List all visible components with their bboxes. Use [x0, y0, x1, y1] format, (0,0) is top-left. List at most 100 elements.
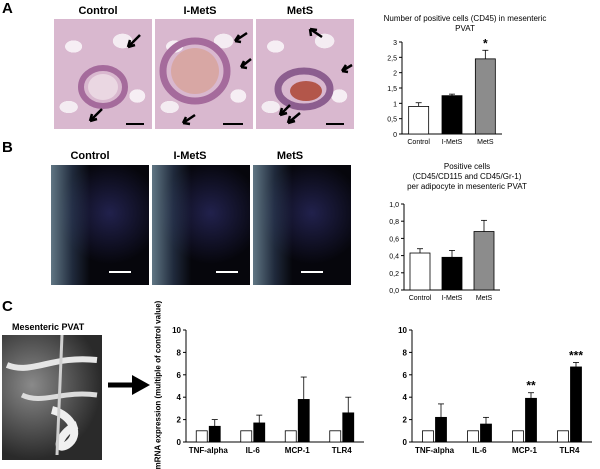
chart-c2-ytick-label: 0 [403, 438, 408, 447]
chart-c2-ytick-label: 8 [403, 348, 408, 357]
chart-c2-ytick-label: 6 [403, 371, 408, 380]
chart-b-ytick-label: 0,8 [389, 219, 399, 226]
chart-c1-category-label: MCP-1 [285, 446, 310, 455]
chart-c2-ytick-label: 2 [403, 416, 408, 425]
arrow-icon [181, 113, 196, 126]
chart-c1-ytick-label: 8 [177, 348, 182, 357]
chart-c2-significance: ** [526, 379, 536, 393]
histology-control-drawing [78, 34, 144, 125]
chart-c1-ytick-label: 2 [177, 416, 182, 425]
chart-c2-ytick-label: 4 [403, 393, 408, 402]
chart-c2-bar [435, 416, 447, 443]
chart-a-bar [408, 106, 430, 135]
chart-c1-bar [195, 430, 208, 443]
chart-a-ytick-label: 0 [393, 132, 397, 139]
chart-c1-bar [253, 422, 266, 443]
chart-b-ytick-label: 0,2 [389, 271, 399, 278]
panel-c-letter: C [2, 298, 13, 315]
chart-c1-ytick-label: 6 [177, 371, 182, 380]
panel-b-label-control: Control [70, 150, 110, 162]
chart-c1-bar [297, 399, 310, 443]
panel-a-label-mets: MetS [286, 5, 314, 17]
panel-b-letter: B [2, 139, 13, 156]
chart-a-category-label: MetS [477, 139, 494, 146]
scale-bar [301, 271, 323, 273]
arrow-icon [88, 108, 103, 123]
chart-b-title: Positive cells (CD45/CD115 and CD45/Gr-1… [362, 162, 572, 192]
chart-a-ytick-label: 1,5 [387, 86, 397, 93]
histology-image-mets [256, 19, 354, 129]
chart-a-ytick-label: 1 [393, 101, 397, 108]
chart-c2-bar [525, 397, 537, 443]
chart-c1-bar [329, 430, 342, 443]
chart-c2-significance: *** [569, 348, 583, 362]
histology-mets-drawing [274, 27, 353, 125]
chart-a-ytick-label: 2 [393, 71, 397, 78]
ylabel-text: mRNA expression (multiple of control val… [153, 300, 163, 469]
chart-c1-ytick-label: 10 [172, 326, 181, 335]
chart-c1-category-label: TLR4 [332, 446, 353, 455]
scale-bar [109, 271, 131, 273]
panel-b-label-mets: MetS [276, 150, 304, 162]
chart-c2-bar [480, 423, 492, 443]
chart-b-bar [441, 256, 463, 291]
panel-b-label-imets: I-MetS [173, 150, 207, 162]
chart-c1-category-label: TNF-alpha [189, 446, 229, 455]
scale-bar [216, 271, 238, 273]
chart-c1-bar [240, 430, 253, 443]
chart-a-title: Number of positive cells (CD45) in mesen… [383, 14, 547, 33]
fluorescence-image-imets [152, 165, 250, 285]
arrow-icon [286, 112, 301, 125]
arrowhead-icon [340, 63, 353, 74]
scale-bar [126, 123, 144, 125]
chart-b-title-line3: per adipocyte in mesenteric PVAT [407, 182, 527, 191]
chart-c1-bar [342, 412, 355, 443]
chart-c2-bar [467, 430, 479, 443]
arrow-icon [278, 104, 291, 117]
chart-c2-bar [557, 430, 569, 443]
chart-b-title-line1: Positive cells [443, 162, 491, 171]
chart-b-category-label: Control [409, 295, 432, 302]
chart-c1: 0 2 4 6 8 10 TNF-alpha IL-6 MCP-1 TLR4 [172, 326, 364, 455]
chart-b-ytick-label: 0,0 [389, 288, 399, 295]
chart-b: 0,0 0,2 0,4 0,6 0,8 1,0 Control I-MetS MetS [389, 202, 500, 302]
chart-c2-bar [512, 430, 524, 443]
arrow-icon [126, 34, 141, 49]
panel-a-label-control: Control [78, 5, 118, 17]
photo-label: Mesenteric PVAT [12, 322, 85, 332]
histology-image-imets [155, 19, 253, 129]
chart-b-bar [409, 252, 431, 291]
chart-a-bar [474, 58, 496, 135]
chart-b-title-line2: (CD45/CD115 and CD45/Gr-1) [412, 172, 522, 181]
chart-c1-ytick-label: 0 [177, 438, 182, 447]
chart-c2-bar [570, 366, 582, 443]
chart-a-bar [441, 95, 463, 135]
arrow-icon [239, 58, 252, 70]
scale-bar [223, 123, 243, 125]
histology-imets-drawing [159, 31, 252, 126]
panel-a-letter: A [2, 0, 13, 17]
chart-c1-bar [284, 430, 297, 443]
chart-c2-category-label: TLR4 [560, 446, 581, 455]
arrowhead-icon [308, 27, 323, 39]
histology-image-control [54, 19, 152, 129]
chart-a-ytick-label: 3 [393, 40, 397, 47]
chart-c1-bar [208, 425, 221, 443]
pvat-photo-drawing [5, 335, 98, 456]
arrow-icon [233, 31, 248, 44]
chart-b-bar [473, 231, 495, 291]
chart-c2-ytick-label: 10 [398, 326, 407, 335]
chart-a: 0 0,5 1 1,5 2 2,5 3 Control I-MetS MetS * [387, 36, 502, 146]
chart-a-ytick-label: 2,5 [387, 55, 397, 62]
chart-a-category-label: I-MetS [442, 139, 463, 146]
chart-b-category-label: MetS [476, 295, 493, 302]
chart-c1-ytick-label: 4 [177, 393, 182, 402]
chart-c2-category-label: TNF-alpha [415, 446, 455, 455]
scale-bar [326, 123, 344, 125]
chart-c1-category-label: IL-6 [246, 446, 261, 455]
chart-b-ytick-label: 0,4 [389, 254, 399, 261]
mesenteric-pvat-photo [2, 335, 102, 460]
panel-a-label-imets: I-MetS [183, 5, 217, 17]
chart-c-ylabel: mRNA expression (multiple of control val… [150, 301, 166, 469]
chart-c2-bar [422, 430, 434, 443]
